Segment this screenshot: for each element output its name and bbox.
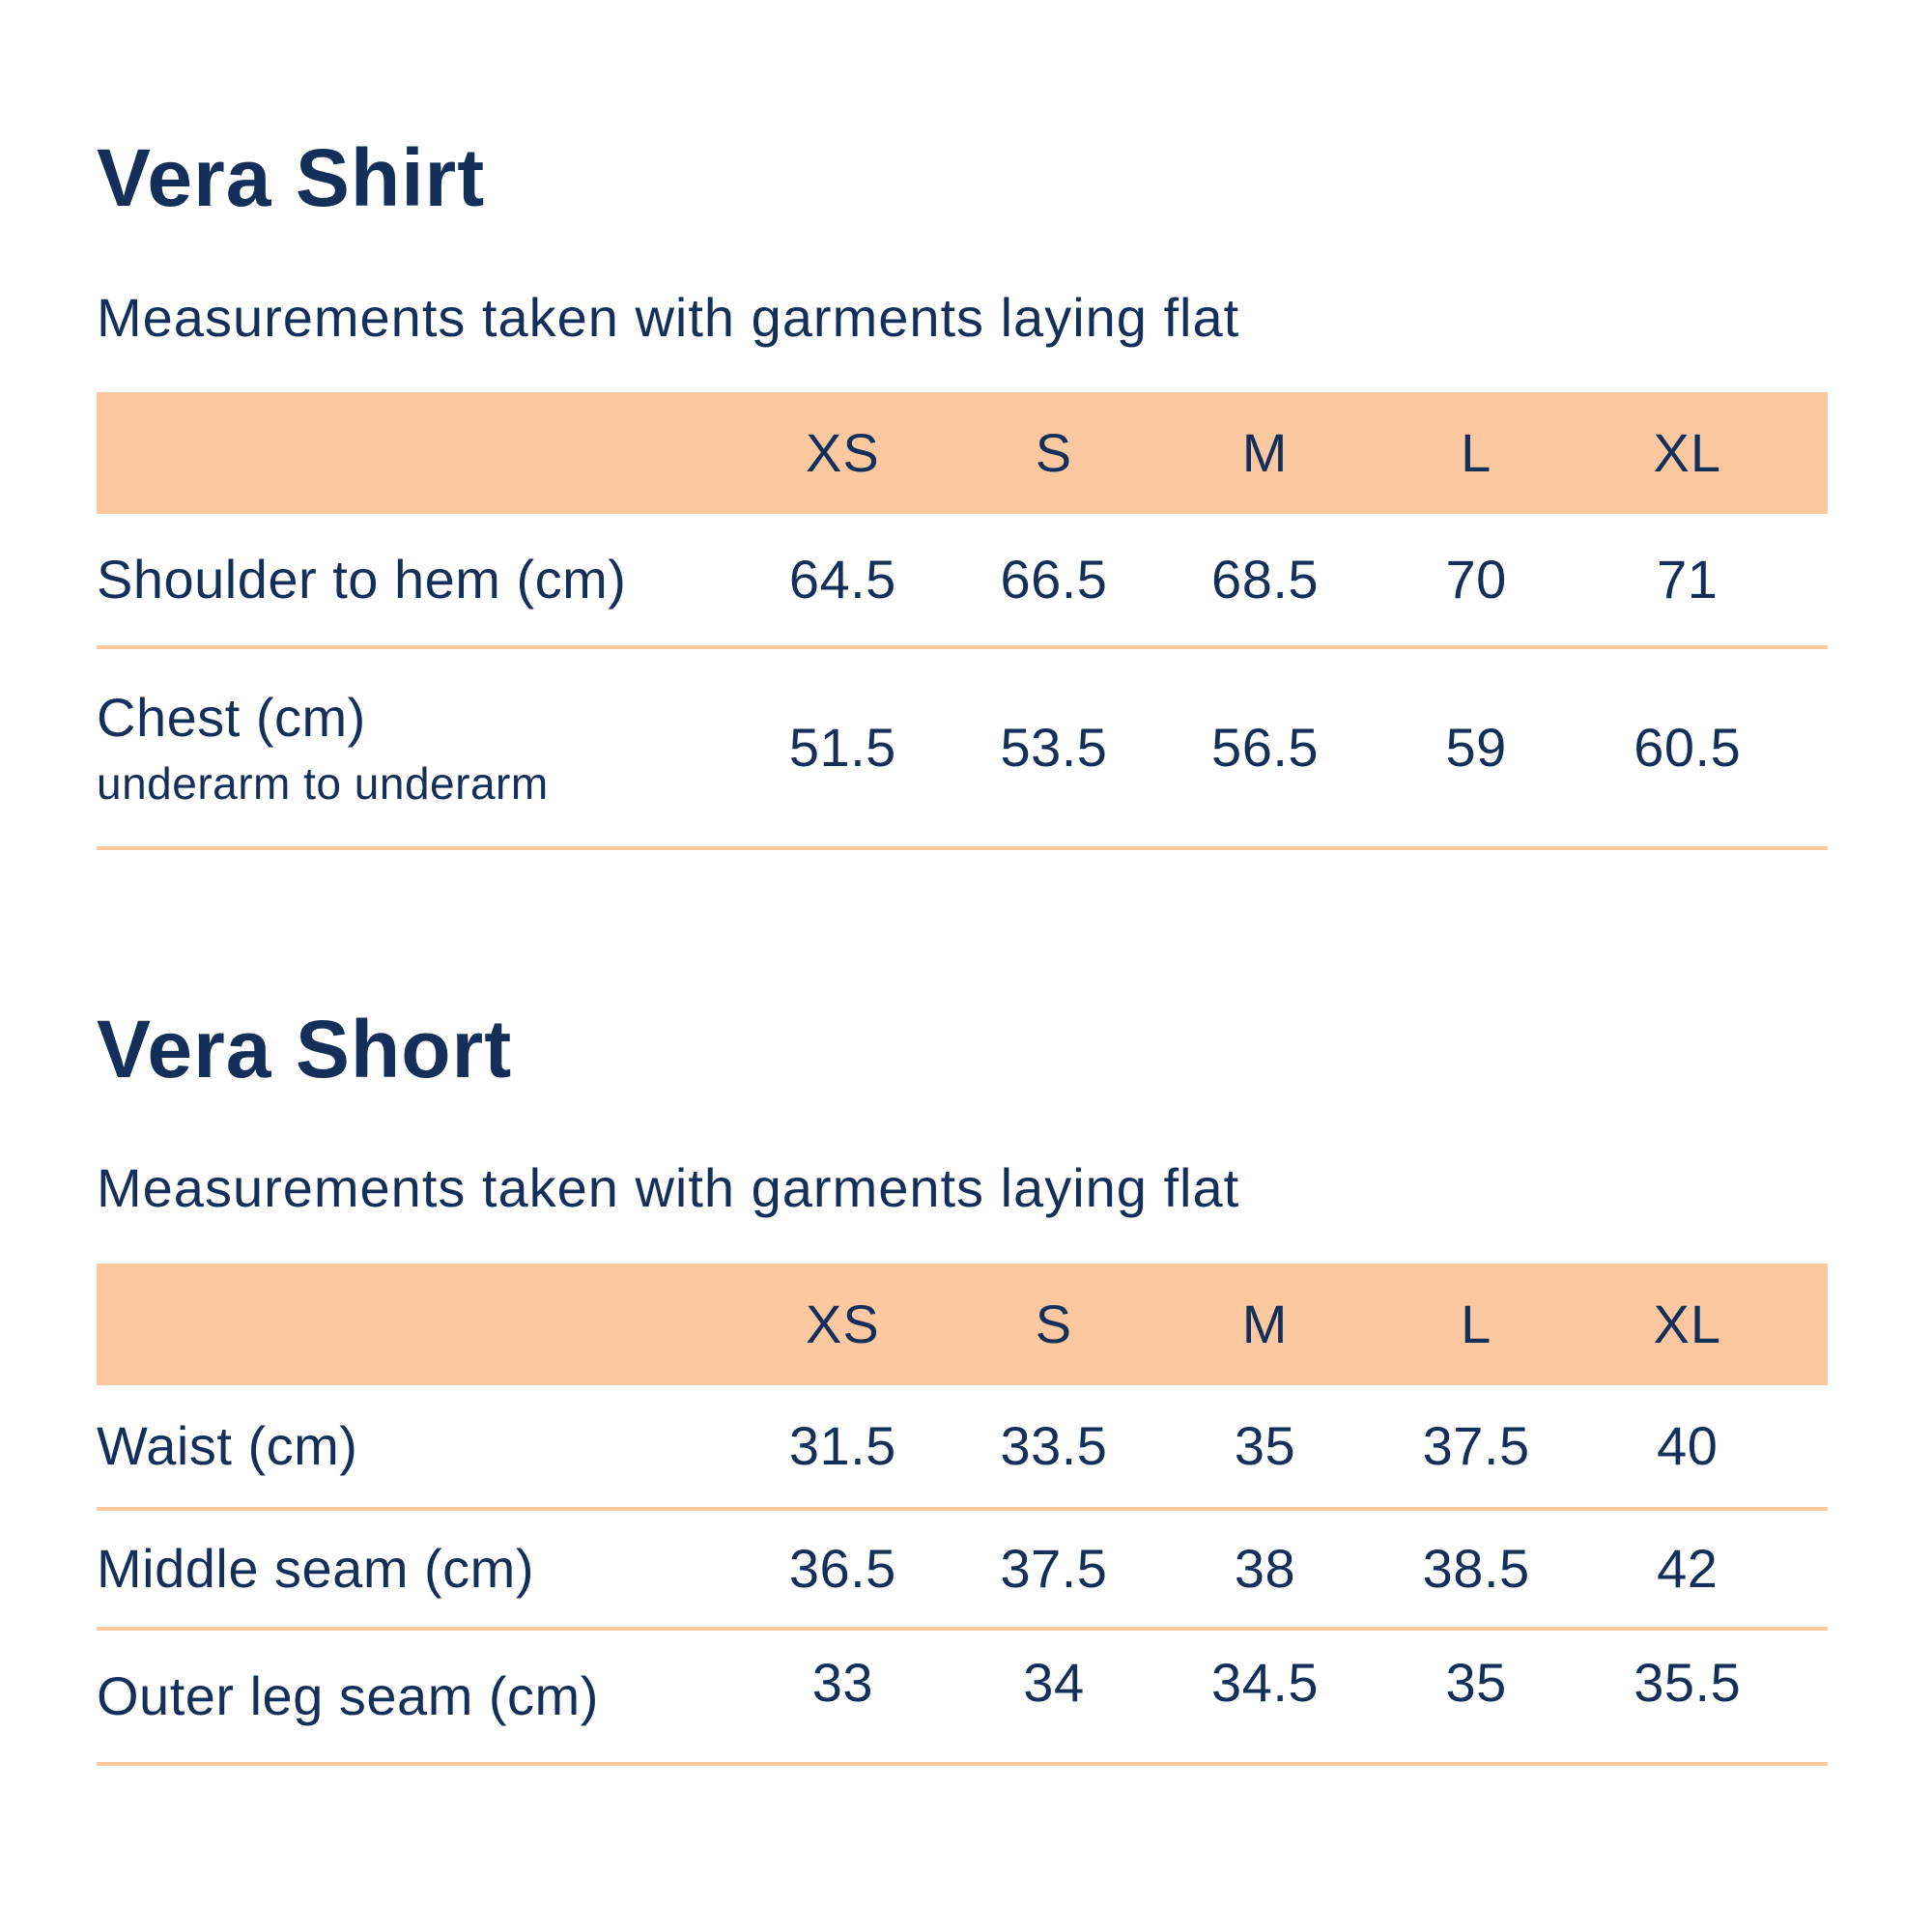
measurement-value: 68.5 xyxy=(1211,549,1320,611)
size-header-m: M xyxy=(1241,422,1289,484)
row-label: Chest (cm) xyxy=(97,686,366,748)
measurement-value: 56.5 xyxy=(1211,717,1320,779)
measurement-value: 33.5 xyxy=(1000,1415,1108,1477)
vera-short-section: Vera Short Measurements taken with garme… xyxy=(97,1003,1828,1766)
measurement-value: 71 xyxy=(1657,549,1719,611)
measurement-value: 35 xyxy=(1445,1652,1507,1714)
row-label-group: Chest (cm) underarm to underarm xyxy=(97,685,737,810)
measurement-value: 35.5 xyxy=(1634,1652,1742,1714)
measurement-row-outer-leg-seam: Outer leg seam (cm) 33 34 34.5 35 35.5 xyxy=(97,1631,1828,1766)
measurement-value: 31.5 xyxy=(788,1415,896,1477)
row-label: Middle seam (cm) xyxy=(97,1537,534,1599)
section-title: Vera Short xyxy=(97,1003,513,1094)
measurement-value: 51.5 xyxy=(788,717,896,779)
section-subtitle: Measurements taken with garments laying … xyxy=(97,1157,1240,1219)
size-header-xl: XL xyxy=(1653,422,1722,484)
measurement-value: 66.5 xyxy=(1000,549,1108,611)
measurement-value: 36.5 xyxy=(788,1538,896,1600)
row-label: Waist (cm) xyxy=(97,1414,358,1476)
measurement-value: 38.5 xyxy=(1422,1538,1530,1600)
size-header-row: XS S M L XL xyxy=(97,1263,1828,1385)
size-header-row: XS S M L XL xyxy=(97,391,1828,514)
measurement-value: 37.5 xyxy=(1422,1415,1530,1477)
measurement-row-waist: Waist (cm) 31.5 33.5 35 37.5 40 xyxy=(97,1385,1828,1511)
measurement-value: 34.5 xyxy=(1211,1652,1320,1714)
section-subtitle: Measurements taken with garments laying … xyxy=(97,286,1240,348)
measurement-row-chest: Chest (cm) underarm to underarm 51.5 53.… xyxy=(97,649,1828,850)
size-header-xl: XL xyxy=(1653,1293,1722,1355)
measurement-value: 64.5 xyxy=(788,549,896,611)
size-header-xs: XS xyxy=(805,1293,880,1355)
measurement-value: 38 xyxy=(1234,1538,1296,1600)
measurement-value: 59 xyxy=(1445,717,1507,779)
size-header-l: L xyxy=(1461,1293,1492,1355)
row-sublabel: underarm to underarm xyxy=(97,757,549,809)
size-header-l: L xyxy=(1461,422,1492,484)
measurement-value: 40 xyxy=(1657,1415,1719,1477)
row-label: Shoulder to hem (cm) xyxy=(97,549,627,611)
measurement-value: 37.5 xyxy=(1000,1538,1108,1600)
measurement-row-middle-seam: Middle seam (cm) 36.5 37.5 38 38.5 42 xyxy=(97,1511,1828,1631)
size-table: XS S M L XL Shoulder to hem (cm) 64.5 66… xyxy=(97,391,1828,850)
vera-shirt-section: Vera Shirt Measurements taken with garme… xyxy=(97,131,1828,850)
row-label: Outer leg seam (cm) xyxy=(97,1664,599,1726)
measurement-value: 60.5 xyxy=(1634,717,1742,779)
measurement-value: 42 xyxy=(1657,1538,1719,1600)
size-header-m: M xyxy=(1241,1293,1289,1355)
measurement-value: 70 xyxy=(1445,549,1507,611)
size-chart-page: Vera Shirt Measurements taken with garme… xyxy=(97,0,1828,1766)
measurement-value: 34 xyxy=(1023,1652,1085,1714)
section-title: Vera Shirt xyxy=(97,132,486,223)
measurement-value: 35 xyxy=(1234,1415,1296,1477)
measurement-value: 53.5 xyxy=(1000,717,1108,779)
measurement-row-shoulder-to-hem: Shoulder to hem (cm) 64.5 66.5 68.5 70 7… xyxy=(97,514,1828,649)
size-table: XS S M L XL Waist (cm) 31.5 33.5 35 37.5… xyxy=(97,1263,1828,1766)
size-header-s: S xyxy=(1035,1293,1073,1355)
measurement-value: 33 xyxy=(811,1652,873,1714)
size-header-s: S xyxy=(1035,422,1073,484)
size-header-xs: XS xyxy=(805,422,880,484)
